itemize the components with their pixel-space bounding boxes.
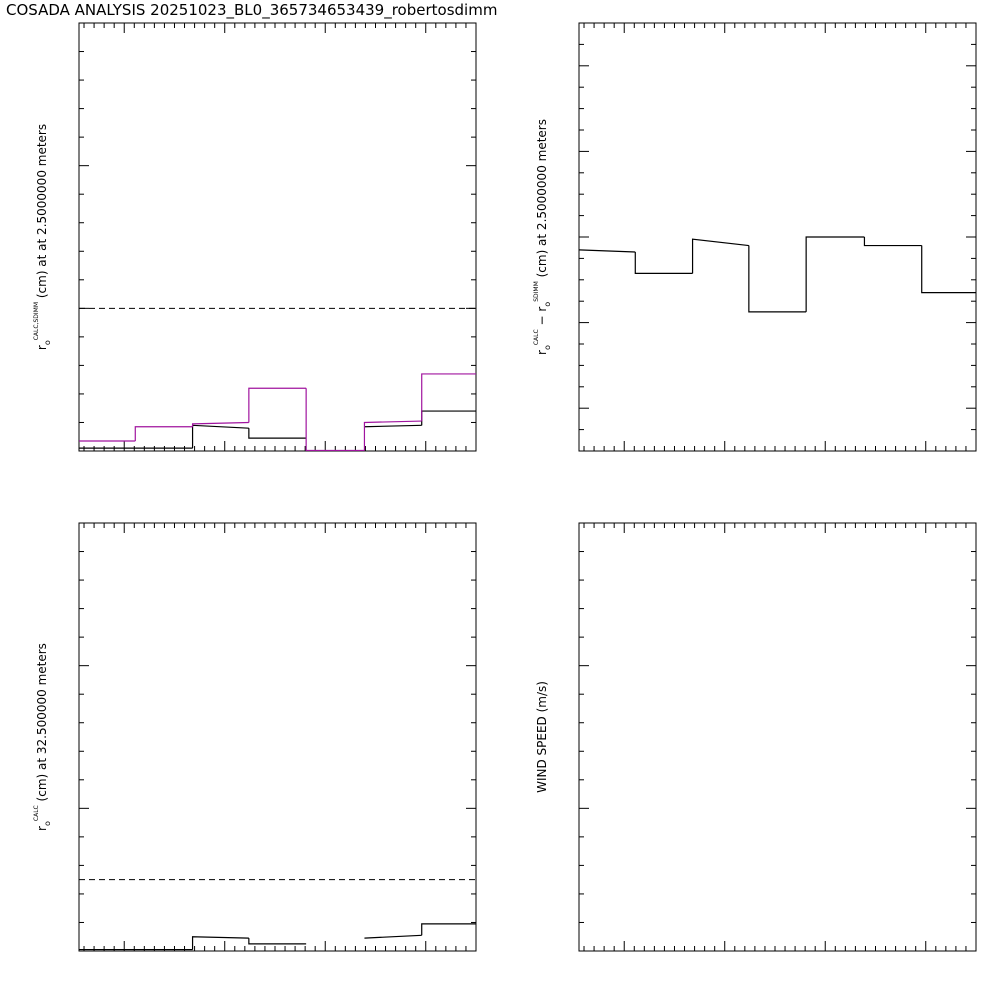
series-2-segment <box>363 420 422 451</box>
series-1-segment <box>421 410 476 426</box>
series-1-segment <box>191 424 249 449</box>
series-2-segment <box>134 426 193 442</box>
plot-frame <box>578 522 977 952</box>
y-axis-label: roCALC,SDIMM (cm) at at 2.5000000 meters <box>33 124 52 350</box>
series-1-segment <box>248 428 307 439</box>
plot-frame <box>578 22 977 452</box>
series-1-segment <box>191 936 249 950</box>
series-1-segment <box>863 237 922 247</box>
series-2-segment <box>305 388 365 452</box>
series-1-segment <box>634 251 693 274</box>
page-title: COSADA ANALYSIS 20251023_BL0_36573465343… <box>6 1 498 19</box>
series-1-segment <box>364 934 422 939</box>
chart-panel-2: roCALC − roSDIMM (cm) at 2.5000000 meter… <box>533 22 977 452</box>
series-2-segment <box>248 387 307 423</box>
chart-panel-3: roCALC (cm) at 32.500000 meters <box>33 522 477 952</box>
series-2-segment <box>421 373 476 422</box>
chart-panel-4: WIND SPEED (m/s) <box>535 522 977 952</box>
y-axis-label: WIND SPEED (m/s) <box>535 681 549 793</box>
y-axis-label: roCALC − roSDIMM (cm) at 2.5000000 meter… <box>533 119 552 355</box>
plot-frame <box>78 522 477 952</box>
series-1-segment <box>691 238 749 274</box>
series-2-segment <box>191 421 249 427</box>
series-1-segment <box>364 424 422 428</box>
plot-frame <box>78 22 477 452</box>
series-1-segment <box>248 938 307 945</box>
y-axis-label: roCALC (cm) at 32.500000 meters <box>33 643 52 831</box>
series-1-segment <box>421 923 476 936</box>
series-1-segment <box>748 245 807 313</box>
series-1-segment <box>578 249 636 253</box>
series-1-segment <box>921 245 976 294</box>
chart-panel-1: roCALC,SDIMM (cm) at at 2.5000000 meters <box>33 22 477 452</box>
series-1-segment <box>805 236 865 312</box>
